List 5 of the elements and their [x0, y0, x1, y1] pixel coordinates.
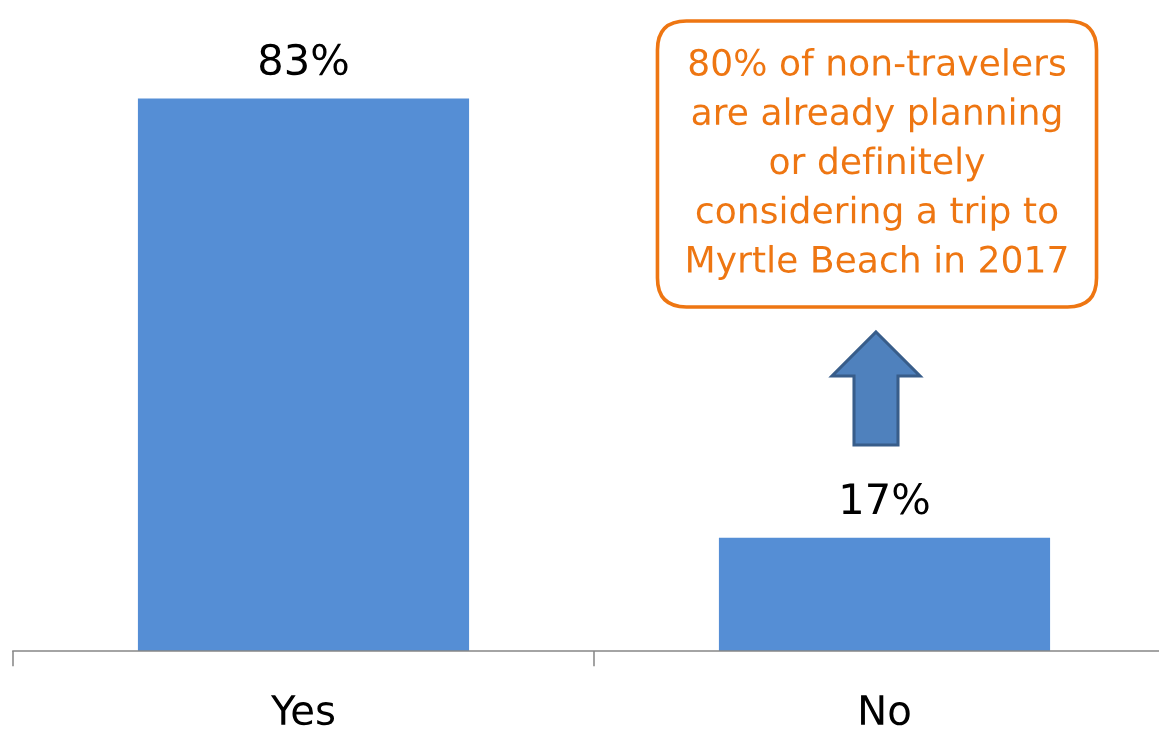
data-label: 17% — [842, 482, 929, 515]
data-label: 83% — [260, 43, 348, 76]
x-tick-label: No — [861, 695, 910, 726]
x-tick-label: Yes — [270, 695, 335, 726]
annotation: 80% of non-travelers are already planning or definitely considering a trip to Myrtle Beach in 2017 — [688, 48, 1067, 280]
